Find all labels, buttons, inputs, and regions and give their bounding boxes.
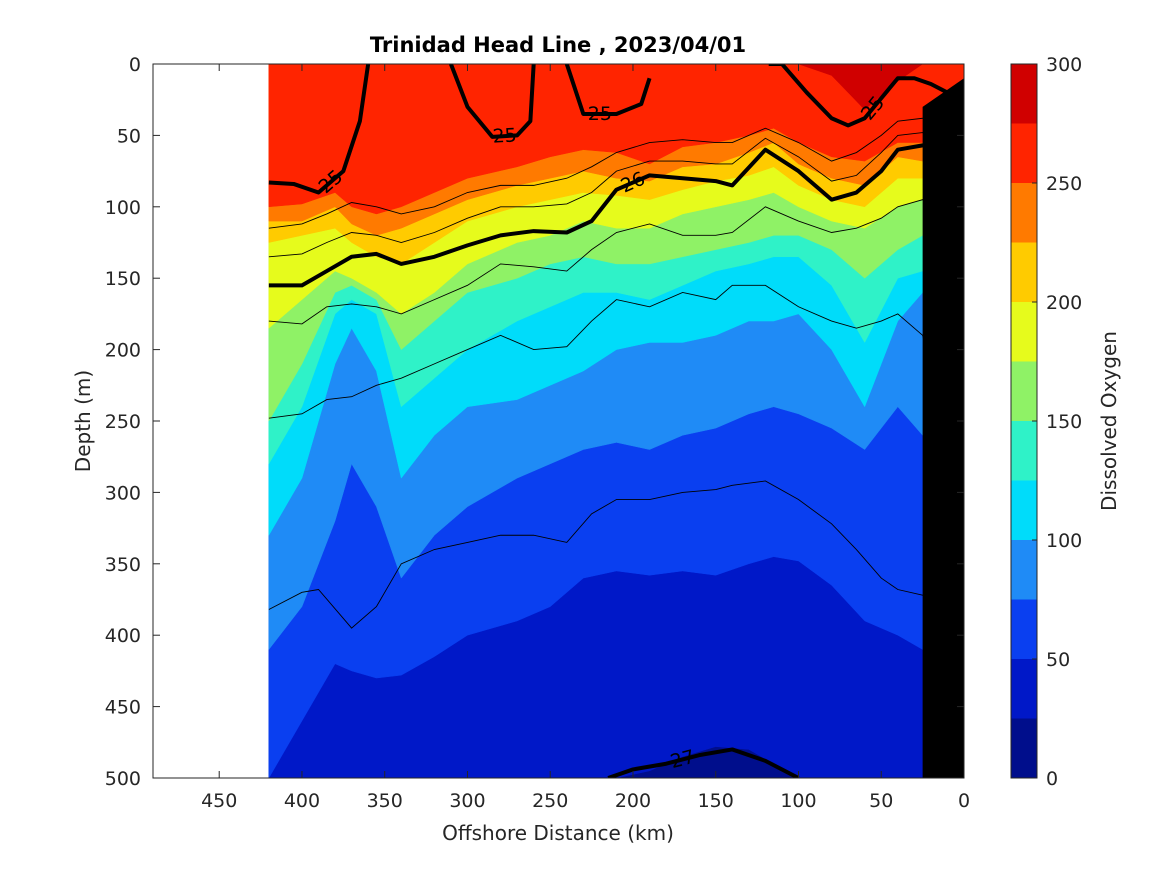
colorbar-swatch — [1011, 421, 1037, 481]
thin-contour-layer — [268, 117, 945, 629]
density-contour-line — [449, 64, 536, 139]
colorbar-tick-label: 0 — [1046, 768, 1058, 790]
x-axis-label: Offshore Distance (km) — [442, 821, 674, 845]
y-tick-label: 100 — [105, 197, 141, 219]
x-tick-label: 400 — [284, 790, 320, 812]
colorbar-tick-label: 50 — [1046, 649, 1070, 671]
x-tick-label: 450 — [201, 790, 237, 812]
y-tick-label: 300 — [105, 482, 141, 504]
density-contour-line — [564, 64, 652, 116]
bathymetry-layer — [922, 78, 964, 778]
y-tick-label: 500 — [105, 768, 141, 790]
colorbar-tick-label: 300 — [1046, 54, 1082, 76]
colorbar-swatch — [1011, 183, 1037, 243]
x-tick-label: 100 — [780, 790, 816, 812]
density-contour-layer — [268, 64, 964, 778]
y-tick-label: 0 — [129, 54, 141, 76]
colorbar-swatch — [1011, 302, 1037, 362]
chart-title: Trinidad Head Line , 2023/04/01 — [370, 33, 746, 57]
thin-contour-line — [268, 199, 945, 325]
colorbar-tick-label: 150 — [1046, 411, 1082, 433]
x-tick-label: 150 — [698, 790, 734, 812]
y-tick-label: 400 — [105, 625, 141, 647]
colorbar-swatch — [1011, 480, 1037, 540]
bathymetry-wedge — [922, 78, 964, 778]
x-tick-label: 350 — [367, 790, 403, 812]
thin-contour-line — [268, 117, 945, 229]
y-axis-label: Depth (m) — [71, 370, 95, 472]
density-contour-line — [268, 143, 958, 288]
density-contour-line — [607, 747, 800, 778]
y-axis: 0 50 100 150 200 250 300 350 400 450 500 — [105, 54, 964, 790]
colorbar-tick-label: 250 — [1046, 173, 1082, 195]
colorbar-tick-label: 200 — [1046, 292, 1082, 314]
colorbar-swatch — [1011, 64, 1037, 124]
x-tick-label: 250 — [532, 790, 568, 812]
colorbar: 0 50 100 150 200 250 300 — [1010, 54, 1082, 790]
density-contour-label: 25 — [492, 124, 517, 147]
y-tick-label: 200 — [105, 340, 141, 362]
colorbar-swatch — [1011, 718, 1037, 778]
thin-contour-line — [268, 480, 940, 629]
density-contour-line — [268, 64, 371, 195]
colorbar-swatch — [1011, 123, 1037, 183]
colorbar-swatch — [1011, 659, 1037, 719]
colorbar-swatch — [1011, 540, 1037, 600]
colorbar-swatch — [1011, 242, 1037, 302]
y-tick-label: 50 — [117, 125, 141, 147]
colorbar-label: Dissolved Oxygen — [1097, 331, 1121, 511]
x-tick-label: 50 — [869, 790, 893, 812]
x-tick-label: 200 — [615, 790, 651, 812]
colorbar-swatch — [1011, 361, 1037, 421]
x-tick-label: 0 — [958, 790, 970, 812]
y-tick-label: 250 — [105, 411, 141, 433]
y-tick-label: 150 — [105, 268, 141, 290]
y-tick-label: 450 — [105, 697, 141, 719]
x-axis: 450 400 350 300 250 200 150 100 50 0 — [201, 64, 970, 812]
colorbar-tick-label: 100 — [1046, 530, 1082, 552]
x-tick-label: 300 — [449, 790, 485, 812]
y-tick-label: 350 — [105, 554, 141, 576]
density-contour-label: 25 — [588, 103, 612, 125]
thin-contour-line — [268, 284, 940, 419]
thin-contour-line — [268, 132, 945, 258]
colorbar-swatch — [1011, 599, 1037, 659]
